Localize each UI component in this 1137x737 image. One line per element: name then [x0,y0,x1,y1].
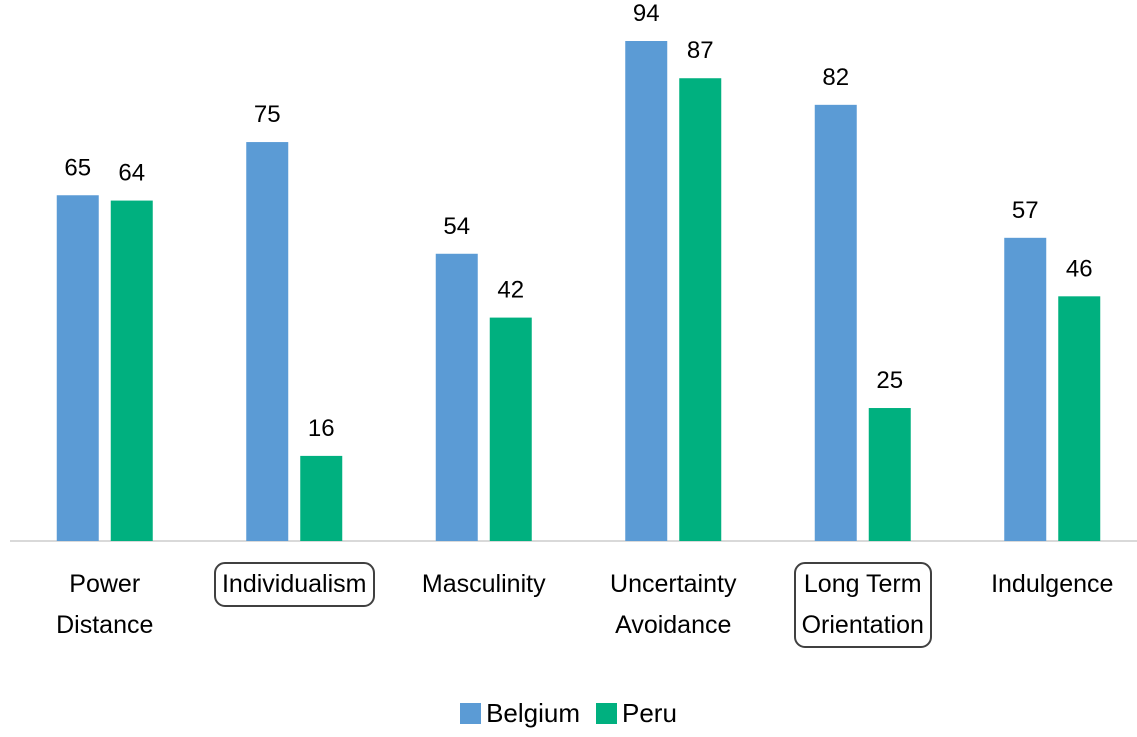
bar [435,253,478,541]
legend-swatch [596,703,617,724]
x-tick-label: Indulgence [991,570,1114,598]
legend-label: Belgium [486,698,580,728]
value-label: 25 [876,367,903,394]
legend: Belgium Peru [0,698,1137,731]
highlight-box: Long Term Orientation [743,562,983,648]
bar [1058,296,1101,541]
x-tick-label-box: Uncertainty Avoidance [553,562,793,648]
x-tick-label-box: Indulgence [932,562,1137,607]
legend-swatch [460,703,482,724]
value-label: 82 [822,64,849,91]
bar [625,41,668,541]
legend-label: Peru [622,698,677,728]
value-label: 64 [118,160,145,187]
bar [110,200,153,541]
bar [246,142,289,541]
value-label: 57 [1012,197,1039,224]
value-label: 75 [254,101,281,128]
value-label: 42 [497,277,524,304]
x-tick-label: Long Term Orientation [793,562,932,648]
x-tick-label: Individualism [213,562,375,607]
value-label: 16 [308,415,335,442]
bar [489,317,532,541]
value-label: 54 [443,213,470,240]
value-label: 46 [1066,255,1093,282]
bar [300,455,343,541]
x-tick-label: Uncertainty Avoidance [610,570,737,639]
x-tick-label-box: Masculinity [364,562,604,607]
highlight-box: Individualism [174,562,414,607]
bar [814,104,857,542]
legend-item: Peru [596,698,677,729]
bar [679,78,722,541]
value-label: 65 [64,154,91,181]
value-label: 87 [687,37,714,64]
value-label: 94 [633,0,660,27]
bar [56,195,99,542]
bar [868,408,911,541]
bar [1004,237,1047,541]
x-tick-label: Masculinity [421,570,546,598]
x-tick-label: Power Distance [56,570,154,639]
legend-item: Belgium [460,698,580,729]
x-tick-label-box: Power Distance [0,562,225,648]
